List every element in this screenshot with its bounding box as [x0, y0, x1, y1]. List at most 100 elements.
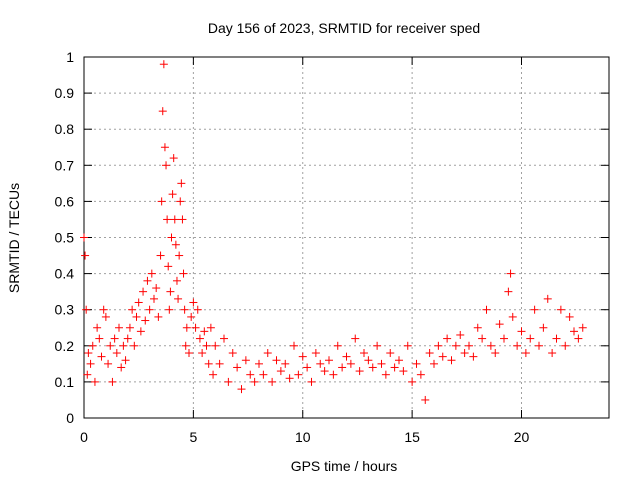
data-point [329, 370, 338, 379]
data-point [83, 370, 92, 379]
data-point [167, 233, 176, 242]
x-axis-label: GPS time / hours [291, 458, 398, 474]
data-point [104, 359, 113, 368]
data-point [478, 334, 487, 343]
y-tick-label: 0.7 [55, 157, 75, 173]
data-point [168, 190, 177, 199]
data-point [434, 341, 443, 350]
data-point [132, 312, 141, 321]
data-point [386, 349, 395, 358]
data-point [108, 377, 117, 386]
data-point [491, 349, 500, 358]
data-point [228, 349, 237, 358]
data-point [408, 377, 417, 386]
data-point [346, 359, 355, 368]
data-point [134, 298, 143, 307]
data-point [106, 341, 115, 350]
data-point [276, 367, 285, 376]
data-point [281, 359, 290, 368]
data-point [125, 323, 134, 332]
y-tick-label: 0.8 [55, 121, 75, 137]
data-point [174, 294, 183, 303]
data-point [399, 367, 408, 376]
y-tick-label: 0.4 [55, 266, 75, 282]
data-point [99, 305, 108, 314]
data-point [123, 334, 132, 343]
data-point [272, 356, 281, 365]
data-point [377, 359, 386, 368]
data-point [548, 349, 557, 358]
y-tick-label: 0.1 [55, 374, 75, 390]
data-point [250, 377, 259, 386]
data-point [303, 363, 312, 372]
data-point [456, 330, 465, 339]
data-point [574, 334, 583, 343]
data-point [338, 363, 347, 372]
data-point [93, 323, 102, 332]
data-point [259, 370, 268, 379]
data-point [101, 312, 110, 321]
data-point [211, 341, 220, 350]
data-point [86, 359, 95, 368]
data-point [316, 359, 325, 368]
data-point [237, 385, 246, 394]
data-point [202, 341, 211, 350]
data-point [150, 294, 158, 303]
data-point [447, 356, 456, 365]
data-point [506, 269, 515, 278]
data-point [368, 363, 377, 372]
data-point [526, 334, 535, 343]
data-point [351, 334, 360, 343]
data-point [390, 363, 399, 372]
data-point [172, 276, 181, 285]
data-point [285, 374, 294, 383]
data-point [119, 341, 128, 350]
data-point [191, 323, 200, 332]
data-point [504, 287, 513, 296]
data-point [97, 352, 106, 361]
data-point [298, 352, 307, 361]
data-point [189, 298, 198, 307]
data-point [325, 356, 333, 365]
data-point [416, 370, 425, 379]
data-point [110, 334, 119, 343]
data-point [443, 334, 452, 343]
data-point [412, 359, 421, 368]
data-point [139, 287, 148, 296]
data-point [156, 251, 165, 260]
data-point [209, 370, 218, 379]
y-axis-label: SRMTID / TECUs [6, 183, 22, 293]
data-point [165, 305, 174, 314]
data-point [152, 284, 161, 293]
x-tick-label: 15 [404, 429, 420, 445]
data-point [355, 367, 364, 376]
data-point [157, 197, 166, 206]
data-point [421, 395, 430, 404]
data-point [143, 276, 152, 285]
y-tick-label: 0.5 [55, 230, 75, 246]
data-point [460, 349, 469, 358]
data-point [220, 334, 228, 343]
data-point [373, 341, 382, 350]
data-point [81, 251, 90, 260]
data-point [543, 294, 552, 303]
data-point [136, 327, 145, 336]
data-point [166, 287, 175, 296]
x-tick-label: 5 [189, 429, 197, 445]
x-tick-label: 0 [80, 429, 88, 445]
data-point [294, 370, 303, 379]
data-point [500, 334, 508, 343]
data-point [88, 341, 97, 350]
data-point [486, 341, 495, 350]
data-point [451, 341, 460, 350]
data-point [561, 341, 570, 350]
data-point [246, 370, 255, 379]
data-point [535, 341, 543, 350]
data-point [115, 323, 123, 332]
data-point [556, 305, 565, 314]
data-point [403, 341, 412, 350]
data-point [141, 316, 150, 325]
data-point [552, 334, 561, 343]
data-point [198, 349, 207, 358]
